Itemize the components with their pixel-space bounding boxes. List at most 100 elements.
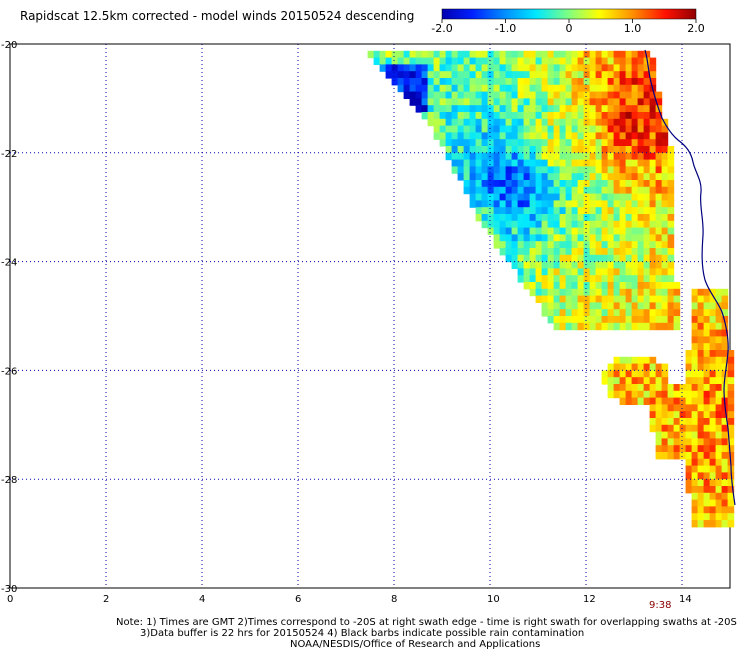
data-cell	[595, 282, 603, 290]
data-cell	[655, 268, 663, 276]
data-cell	[559, 316, 567, 324]
data-cell	[571, 186, 579, 195]
data-cell	[463, 125, 471, 133]
data-cell	[679, 411, 687, 419]
data-cell	[619, 241, 627, 249]
data-cell	[445, 125, 453, 133]
data-cell	[649, 227, 657, 235]
data-cell	[607, 248, 615, 256]
data-cell	[649, 152, 657, 161]
data-cell	[595, 84, 603, 93]
data-cell	[403, 78, 411, 86]
data-cell	[529, 118, 537, 127]
data-cell	[649, 384, 657, 392]
data-cell	[589, 118, 597, 127]
data-cell	[667, 241, 675, 249]
data-cell	[511, 261, 519, 269]
data-cell	[517, 214, 525, 222]
data-cell	[565, 132, 573, 140]
data-cell	[469, 193, 477, 201]
data-cell	[451, 71, 459, 79]
data-cell	[631, 309, 639, 317]
data-cell	[523, 248, 531, 256]
data-cell	[691, 486, 699, 494]
data-cell	[709, 418, 717, 426]
data-cell	[481, 159, 489, 167]
data-cell	[691, 316, 699, 324]
data-cell	[697, 465, 705, 473]
data-cell	[481, 57, 489, 65]
data-cell	[499, 146, 507, 154]
data-cell	[709, 465, 717, 473]
data-cell	[565, 268, 573, 276]
data-cell	[451, 132, 459, 140]
data-cell	[703, 431, 711, 439]
data-cell	[541, 254, 549, 263]
data-cell	[505, 200, 513, 208]
data-cell	[649, 397, 657, 405]
data-cell	[529, 166, 537, 174]
data-cell	[511, 248, 519, 256]
data-cell	[583, 227, 591, 235]
data-cell	[613, 309, 621, 317]
data-cell	[523, 275, 531, 283]
data-cell	[721, 445, 729, 453]
data-cell	[607, 166, 615, 174]
data-cell	[631, 50, 639, 59]
data-cell	[451, 125, 459, 133]
data-cell	[535, 193, 543, 201]
coastline	[644, 49, 736, 506]
data-cell	[457, 132, 465, 140]
data-cell	[517, 98, 525, 106]
data-cell	[673, 431, 681, 439]
data-cell	[499, 84, 507, 93]
data-cell	[625, 261, 633, 269]
data-cell	[661, 390, 669, 399]
data-cell	[583, 98, 591, 106]
data-cell	[427, 71, 435, 79]
data-cell	[607, 180, 615, 188]
data-cell	[421, 91, 429, 99]
data-cell	[715, 397, 723, 405]
data-cell	[601, 322, 609, 331]
grid-lines	[10, 44, 730, 588]
data-cell	[679, 418, 687, 426]
data-cell	[667, 288, 675, 297]
data-cell	[715, 431, 723, 439]
data-cell	[475, 78, 483, 86]
data-cell	[697, 397, 705, 405]
data-cell	[505, 227, 513, 235]
data-cell	[475, 64, 483, 72]
data-cell	[673, 411, 681, 419]
data-cell	[595, 146, 603, 154]
data-cell	[487, 152, 495, 161]
data-cell	[667, 309, 675, 317]
data-cell	[499, 234, 507, 242]
data-cell	[637, 295, 645, 303]
data-cell	[697, 411, 705, 419]
data-cell	[577, 288, 585, 297]
data-cell	[673, 316, 681, 324]
data-cell	[505, 173, 513, 181]
data-cell	[697, 418, 705, 426]
data-cell	[631, 322, 639, 331]
data-cell	[625, 139, 633, 147]
data-cell	[391, 71, 399, 79]
data-cell	[667, 418, 675, 426]
data-cell	[721, 363, 729, 371]
data-cell	[631, 180, 639, 188]
data-cell	[571, 248, 579, 256]
data-cell	[559, 57, 567, 65]
x-tick-label: 14	[679, 594, 692, 605]
data-cell	[595, 173, 603, 181]
data-cell	[487, 105, 495, 113]
data-cell	[559, 268, 567, 276]
data-cell	[637, 91, 645, 99]
data-cell	[541, 309, 549, 317]
data-cell	[613, 288, 621, 297]
data-cell	[547, 268, 555, 276]
data-cell	[511, 112, 519, 120]
data-cell	[529, 261, 537, 269]
data-cell	[703, 479, 711, 487]
data-cell	[625, 125, 633, 133]
